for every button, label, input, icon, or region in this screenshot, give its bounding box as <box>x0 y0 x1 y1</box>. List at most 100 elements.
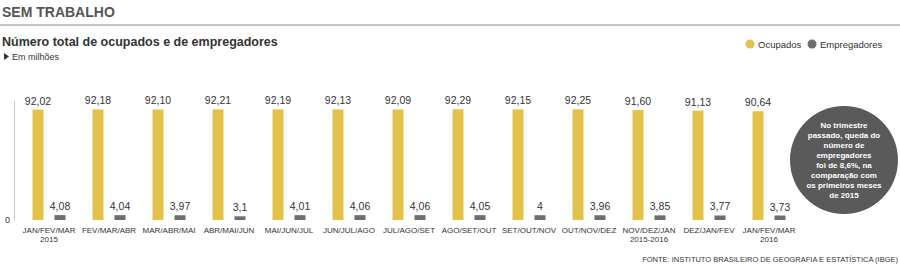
tick: JUL/AGO/SET <box>383 220 435 235</box>
bar <box>175 215 186 220</box>
data-label: 4,06 <box>350 200 371 212</box>
tick: JAN/FEV/MAR2016 <box>743 220 796 244</box>
subtitle: Em milhões <box>12 52 60 62</box>
data-label: 3,85 <box>650 200 671 212</box>
bar <box>93 109 104 220</box>
data-label: 3,97 <box>170 200 191 212</box>
legend-swatch <box>808 40 817 49</box>
data-label: 4,06 <box>410 200 431 212</box>
bar <box>33 110 44 220</box>
x-axis: JAN/FEV/MAR2015 FEV/MAR/ABR MAR/ABR/MAI ABR… <box>23 220 796 244</box>
bar <box>55 215 66 220</box>
data-label: 90,64 <box>745 96 771 108</box>
bar <box>753 111 764 220</box>
annotation-circle <box>790 106 898 214</box>
bar <box>153 109 164 220</box>
tick: NOV/DEZ/JAN2015-2016 <box>623 220 676 244</box>
y-axis: 0 <box>5 101 15 226</box>
bar <box>573 109 584 220</box>
data-label: 92,21 <box>205 94 231 106</box>
tick: MAR/ABR/MAI <box>143 220 196 235</box>
data-label: 92,19 <box>265 94 291 106</box>
bar <box>513 109 524 220</box>
tick: DEZ/JAN/FEV <box>683 220 735 235</box>
data-label: 92,29 <box>445 94 471 106</box>
data-label: 92,15 <box>505 94 531 106</box>
legend-label: Ocupados <box>758 39 802 50</box>
bar <box>595 215 606 220</box>
tick: FEV/MAR/ABR <box>82 220 136 235</box>
data-label: 4,05 <box>470 200 491 212</box>
data-label: 3,96 <box>590 200 611 212</box>
tick-label: 0 <box>5 215 10 225</box>
tick-label: AGO/SET/OUT <box>442 226 497 235</box>
legend-entry: Empregadores <box>808 39 883 50</box>
bar <box>655 215 666 220</box>
data-label: 92,13 <box>325 94 351 106</box>
tick-label: SET/OUT/NOV <box>502 226 557 235</box>
tick: JAN/FEV/MAR2015 <box>23 220 76 244</box>
bar <box>633 110 644 220</box>
data-label: 3,77 <box>710 200 731 212</box>
data-label: 3,1 <box>233 201 248 213</box>
tick-label: JAN/FEV/MAR2016 <box>743 226 796 244</box>
legend-swatch <box>746 40 755 49</box>
bar <box>453 109 464 220</box>
bar <box>475 215 486 220</box>
bar <box>295 215 306 220</box>
bar <box>213 109 224 220</box>
source: FONTE: INSTITUTO BRASILEIRO DE GEOGRAFIA… <box>642 255 898 264</box>
data-label: 4 <box>537 200 543 212</box>
annotation-text: No trimestrepassado, queda donúmero deem… <box>806 121 882 200</box>
bar <box>273 109 284 220</box>
title: Número total de ocupados e de empregador… <box>2 35 278 49</box>
chart: SEM TRABALHO Número total de ocupados e d… <box>0 0 900 266</box>
tick-label: JUL/AGO/SET <box>383 226 435 235</box>
bars <box>33 109 786 220</box>
tick-label: NOV/DEZ/JAN2015-2016 <box>623 226 676 244</box>
axis-line <box>14 101 15 221</box>
data-labels: 92,0292,1892,1092,2192,1992,1392,0992,29… <box>25 94 791 213</box>
data-label: 92,02 <box>25 95 51 107</box>
data-label: 4,04 <box>110 200 131 212</box>
bar <box>415 215 426 220</box>
legend-label: Empregadores <box>820 39 883 50</box>
bar <box>115 215 126 220</box>
tick: MAI/JUN/JUL <box>265 220 314 235</box>
data-label: 91,60 <box>625 95 651 107</box>
legend-entry: Ocupados <box>746 39 802 50</box>
annotation: No trimestrepassado, queda donúmero deem… <box>790 106 898 214</box>
tick: ABR/MAI/JUN <box>204 220 255 235</box>
bar <box>235 216 246 220</box>
bar <box>715 215 726 220</box>
tick-label: MAR/ABR/MAI <box>143 226 196 235</box>
tick-label: FEV/MAR/ABR <box>82 226 136 235</box>
header-rule <box>0 25 900 26</box>
tick: SET/OUT/NOV <box>502 220 557 235</box>
data-label: 91,13 <box>685 96 711 108</box>
tick-label: OUT/NOV/DEZ <box>562 226 617 235</box>
bar <box>355 215 366 220</box>
tick-label: JAN/FEV/MAR2015 <box>23 226 76 244</box>
data-label: 4,08 <box>50 200 71 212</box>
bar <box>693 111 704 220</box>
tick: OUT/NOV/DEZ <box>562 220 617 235</box>
bar <box>535 215 546 220</box>
tick-label: MAI/JUN/JUL <box>265 226 314 235</box>
data-label: 3,73 <box>770 201 791 213</box>
subtitle-marker <box>4 53 9 60</box>
tick-label: ABR/MAI/JUN <box>204 226 255 235</box>
tick-label: DEZ/JAN/FEV <box>683 226 735 235</box>
data-label: 92,09 <box>385 94 411 106</box>
data-label: 92,25 <box>565 94 591 106</box>
data-label: 4,01 <box>290 200 311 212</box>
bar <box>393 109 404 220</box>
tick: AGO/SET/OUT <box>442 220 497 235</box>
header: SEM TRABALHO <box>2 4 115 20</box>
bar <box>333 109 344 220</box>
series <box>33 109 764 220</box>
tick: JUN/JUL/AGO <box>323 220 375 235</box>
series <box>55 215 786 220</box>
tick: 0 <box>5 215 14 225</box>
bar <box>775 216 786 220</box>
